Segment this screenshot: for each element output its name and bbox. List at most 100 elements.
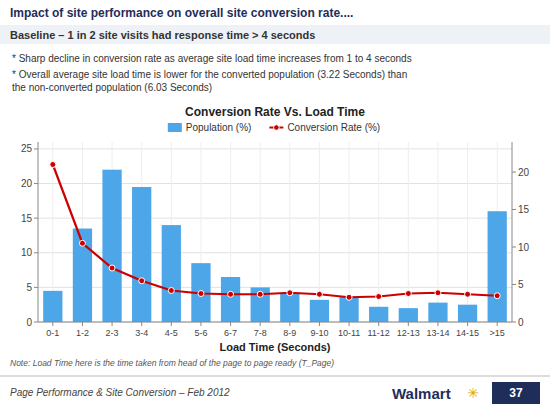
subtitle: Baseline – 1 in 2 site visits had respon… (10, 29, 315, 41)
bar (132, 187, 151, 322)
x-tick-label: 5-6 (194, 328, 207, 338)
footer: Page Performance & Site Conversion – Feb… (10, 387, 230, 398)
point (50, 162, 56, 168)
x-tick-label: 8-9 (283, 328, 296, 338)
tick (52, 322, 53, 326)
y2-tick-label: 20 (518, 167, 530, 178)
y-tick-label: 5 (26, 282, 32, 293)
point (79, 240, 85, 246)
bar (399, 308, 418, 322)
y-tick-label: 25 (21, 143, 33, 154)
y2-tick-label: 15 (518, 204, 530, 215)
tick (512, 322, 516, 323)
point (316, 291, 322, 297)
point (494, 293, 500, 299)
bar (428, 303, 447, 322)
y-tick-label: 15 (21, 213, 33, 224)
bar (73, 229, 92, 322)
legend-swatch (168, 123, 182, 132)
point (139, 278, 145, 284)
page-badge (492, 382, 540, 404)
x-tick-label: 4-5 (165, 328, 178, 338)
legend-label: Population (%) (186, 122, 252, 133)
tick (34, 252, 38, 253)
x-tick-label: 14-15 (456, 328, 479, 338)
bullet: * Overall average site load time is lowe… (12, 69, 407, 93)
point (228, 291, 234, 297)
x-tick-label: 12-13 (397, 328, 420, 338)
tick (141, 322, 142, 326)
point (435, 290, 441, 296)
point (405, 291, 411, 297)
subtitle-band (0, 25, 550, 44)
point (168, 288, 174, 294)
bar (310, 300, 329, 322)
bar (162, 225, 181, 322)
tick (512, 209, 516, 210)
point (109, 265, 115, 271)
legend-swatch-marker (274, 125, 280, 131)
tick (34, 183, 38, 184)
bar (43, 291, 62, 322)
bar (458, 305, 477, 322)
x-axis-line (38, 322, 512, 323)
tick (34, 148, 38, 149)
legend-item: Conversion Rate (%) (269, 122, 380, 133)
grid (38, 142, 512, 322)
tick (437, 322, 438, 326)
logo-text: Walmart (392, 385, 451, 402)
x-tick-label: 11-12 (368, 328, 390, 338)
y-axis-line (38, 142, 39, 322)
x-tick-label: 0-1 (46, 328, 59, 338)
tick (289, 322, 290, 326)
page: Impact of site performance on overall si… (0, 0, 550, 409)
separator (0, 376, 550, 377)
grid-line (38, 322, 512, 323)
y2-tick-label: 10 (518, 242, 530, 253)
tick (512, 172, 516, 173)
x-tick-label: 10-11 (338, 328, 360, 338)
grid-line (38, 148, 512, 149)
bar (251, 287, 270, 322)
legend: Population (%) Conversion Rate (%) (168, 122, 380, 133)
bar (102, 170, 121, 322)
tick (112, 322, 113, 326)
tick (467, 322, 468, 326)
x-tick-label: 3-4 (135, 328, 148, 338)
x-tick-label: 6-7 (224, 328, 237, 338)
page-number: 37 (509, 386, 523, 400)
y2-tick-label: 5 (518, 279, 524, 290)
x-tick-label: 9-10 (310, 328, 328, 338)
tick (497, 322, 498, 326)
bar (488, 211, 507, 322)
point (287, 290, 293, 296)
x-tick-label: 1-2 (76, 328, 89, 338)
chart-title: Conversion Rate Vs. Load Time (185, 105, 365, 119)
tick (171, 322, 172, 326)
axes: 0510152025051015200-11-22-33-44-55-66-77… (21, 142, 530, 353)
bar (339, 297, 358, 322)
tick (230, 322, 231, 326)
tick (82, 322, 83, 326)
point (376, 294, 382, 300)
point (257, 291, 263, 297)
point (465, 291, 471, 297)
y-tick-label: 10 (21, 247, 33, 258)
bullet-line: the non-converted population (6.03 Secon… (12, 82, 212, 93)
x-tick-label: 2-3 (106, 328, 119, 338)
bullet: * Sharp decline in conversion rate as av… (12, 53, 412, 64)
logo-symbol: ✳ (467, 385, 479, 401)
x-tick-label: 13-14 (426, 328, 449, 338)
bar (280, 293, 299, 322)
y2-tick-label: 0 (518, 317, 524, 328)
plot-area (43, 162, 507, 323)
tick (34, 322, 38, 323)
main-title: Impact of site performance on overall si… (10, 6, 353, 20)
tick (512, 284, 516, 285)
x-tick-label: 7-8 (254, 328, 267, 338)
tick (200, 322, 201, 326)
point (198, 291, 204, 297)
y-tick-label: 0 (26, 317, 32, 328)
line (53, 165, 497, 298)
legend-label: Conversion Rate (%) (287, 122, 380, 133)
